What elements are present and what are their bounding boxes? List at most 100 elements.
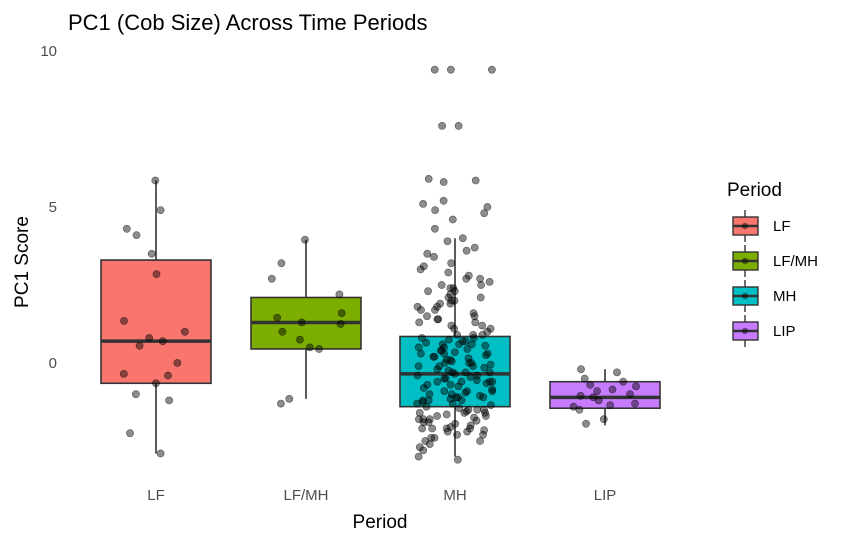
data-point xyxy=(594,396,603,405)
data-point xyxy=(414,343,423,352)
data-point xyxy=(450,348,459,356)
data-point xyxy=(425,390,434,399)
data-point xyxy=(430,65,439,74)
data-point xyxy=(462,274,471,283)
x-tick-label: LF xyxy=(147,487,165,504)
data-point xyxy=(173,359,182,367)
data-point xyxy=(453,330,461,339)
data-point xyxy=(479,430,487,439)
data-point xyxy=(454,382,463,391)
data-point xyxy=(419,199,427,208)
data-point xyxy=(434,315,443,324)
data-point xyxy=(423,249,432,258)
data-point xyxy=(476,391,484,400)
data-point xyxy=(414,362,423,370)
data-point xyxy=(444,293,453,302)
legend-key-point xyxy=(741,327,749,335)
data-point xyxy=(418,398,427,406)
y-tick-label: 10 xyxy=(40,43,57,60)
data-point xyxy=(301,235,309,244)
data-point xyxy=(464,405,473,414)
data-point xyxy=(632,382,640,391)
data-point xyxy=(458,337,467,346)
data-point xyxy=(337,309,346,317)
data-point xyxy=(164,371,172,380)
data-point xyxy=(448,368,457,377)
legend-label: LIP xyxy=(773,323,796,340)
data-point xyxy=(466,421,475,430)
data-point xyxy=(487,65,496,74)
data-point xyxy=(453,455,462,464)
data-point xyxy=(442,424,451,433)
data-point xyxy=(606,401,615,409)
data-point xyxy=(461,368,470,377)
data-point xyxy=(478,321,487,330)
data-point xyxy=(444,366,453,375)
data-point xyxy=(445,335,453,344)
data-point xyxy=(439,196,448,205)
data-point xyxy=(447,321,456,330)
data-point xyxy=(422,338,430,347)
data-point xyxy=(446,380,455,389)
data-point xyxy=(156,449,165,458)
data-point xyxy=(472,376,481,385)
data-point xyxy=(433,412,441,420)
data-point xyxy=(462,246,471,255)
data-point xyxy=(463,427,472,436)
data-point xyxy=(419,415,428,424)
data-point xyxy=(158,337,167,346)
data-point xyxy=(416,265,425,274)
data-point xyxy=(425,440,434,448)
box xyxy=(549,380,661,410)
data-point xyxy=(476,293,485,302)
data-point xyxy=(423,380,432,389)
data-point xyxy=(486,401,495,409)
data-point xyxy=(430,252,438,261)
legend-title: Period xyxy=(727,180,782,201)
data-point xyxy=(470,413,478,422)
data-point xyxy=(626,390,634,399)
data-point xyxy=(447,259,456,268)
data-point xyxy=(415,318,424,327)
chart-title: PC1 (Cob Size) Across Time Periods xyxy=(68,10,427,35)
data-point xyxy=(180,327,189,336)
data-point xyxy=(437,281,446,289)
legend-key-point xyxy=(741,257,749,265)
data-point xyxy=(415,408,424,417)
data-point xyxy=(593,387,601,395)
plot-area: 0 5 10 LF LF/MH MH LIP xyxy=(40,43,661,504)
data-point xyxy=(461,337,470,346)
data-point xyxy=(444,268,453,277)
data-point xyxy=(428,424,437,433)
data-point xyxy=(436,299,444,308)
data-point xyxy=(276,399,285,408)
data-point xyxy=(455,404,464,413)
data-point xyxy=(450,296,459,305)
data-point xyxy=(608,385,617,394)
data-point xyxy=(448,399,457,408)
data-point xyxy=(295,335,304,344)
data-point xyxy=(414,452,423,461)
data-point xyxy=(446,65,455,74)
data-point xyxy=(424,287,432,296)
data-point xyxy=(483,203,492,211)
data-point xyxy=(576,391,585,400)
data-point xyxy=(481,351,490,360)
data-point xyxy=(485,277,494,286)
data-point xyxy=(480,363,489,372)
y-tick-label: 5 xyxy=(49,199,57,216)
data-point xyxy=(156,206,165,214)
data-point xyxy=(458,234,467,243)
data-point xyxy=(470,312,479,321)
data-point xyxy=(120,316,128,325)
data-point xyxy=(447,296,456,305)
x-tick-label: LIP xyxy=(594,487,617,504)
data-point xyxy=(446,299,455,308)
data-point xyxy=(457,377,466,386)
data-point xyxy=(419,446,428,455)
data-point xyxy=(438,340,447,349)
data-point xyxy=(464,354,473,363)
y-axis-title: PC1 Score xyxy=(12,216,33,308)
data-point xyxy=(447,390,456,399)
legend-label: MH xyxy=(773,288,796,305)
